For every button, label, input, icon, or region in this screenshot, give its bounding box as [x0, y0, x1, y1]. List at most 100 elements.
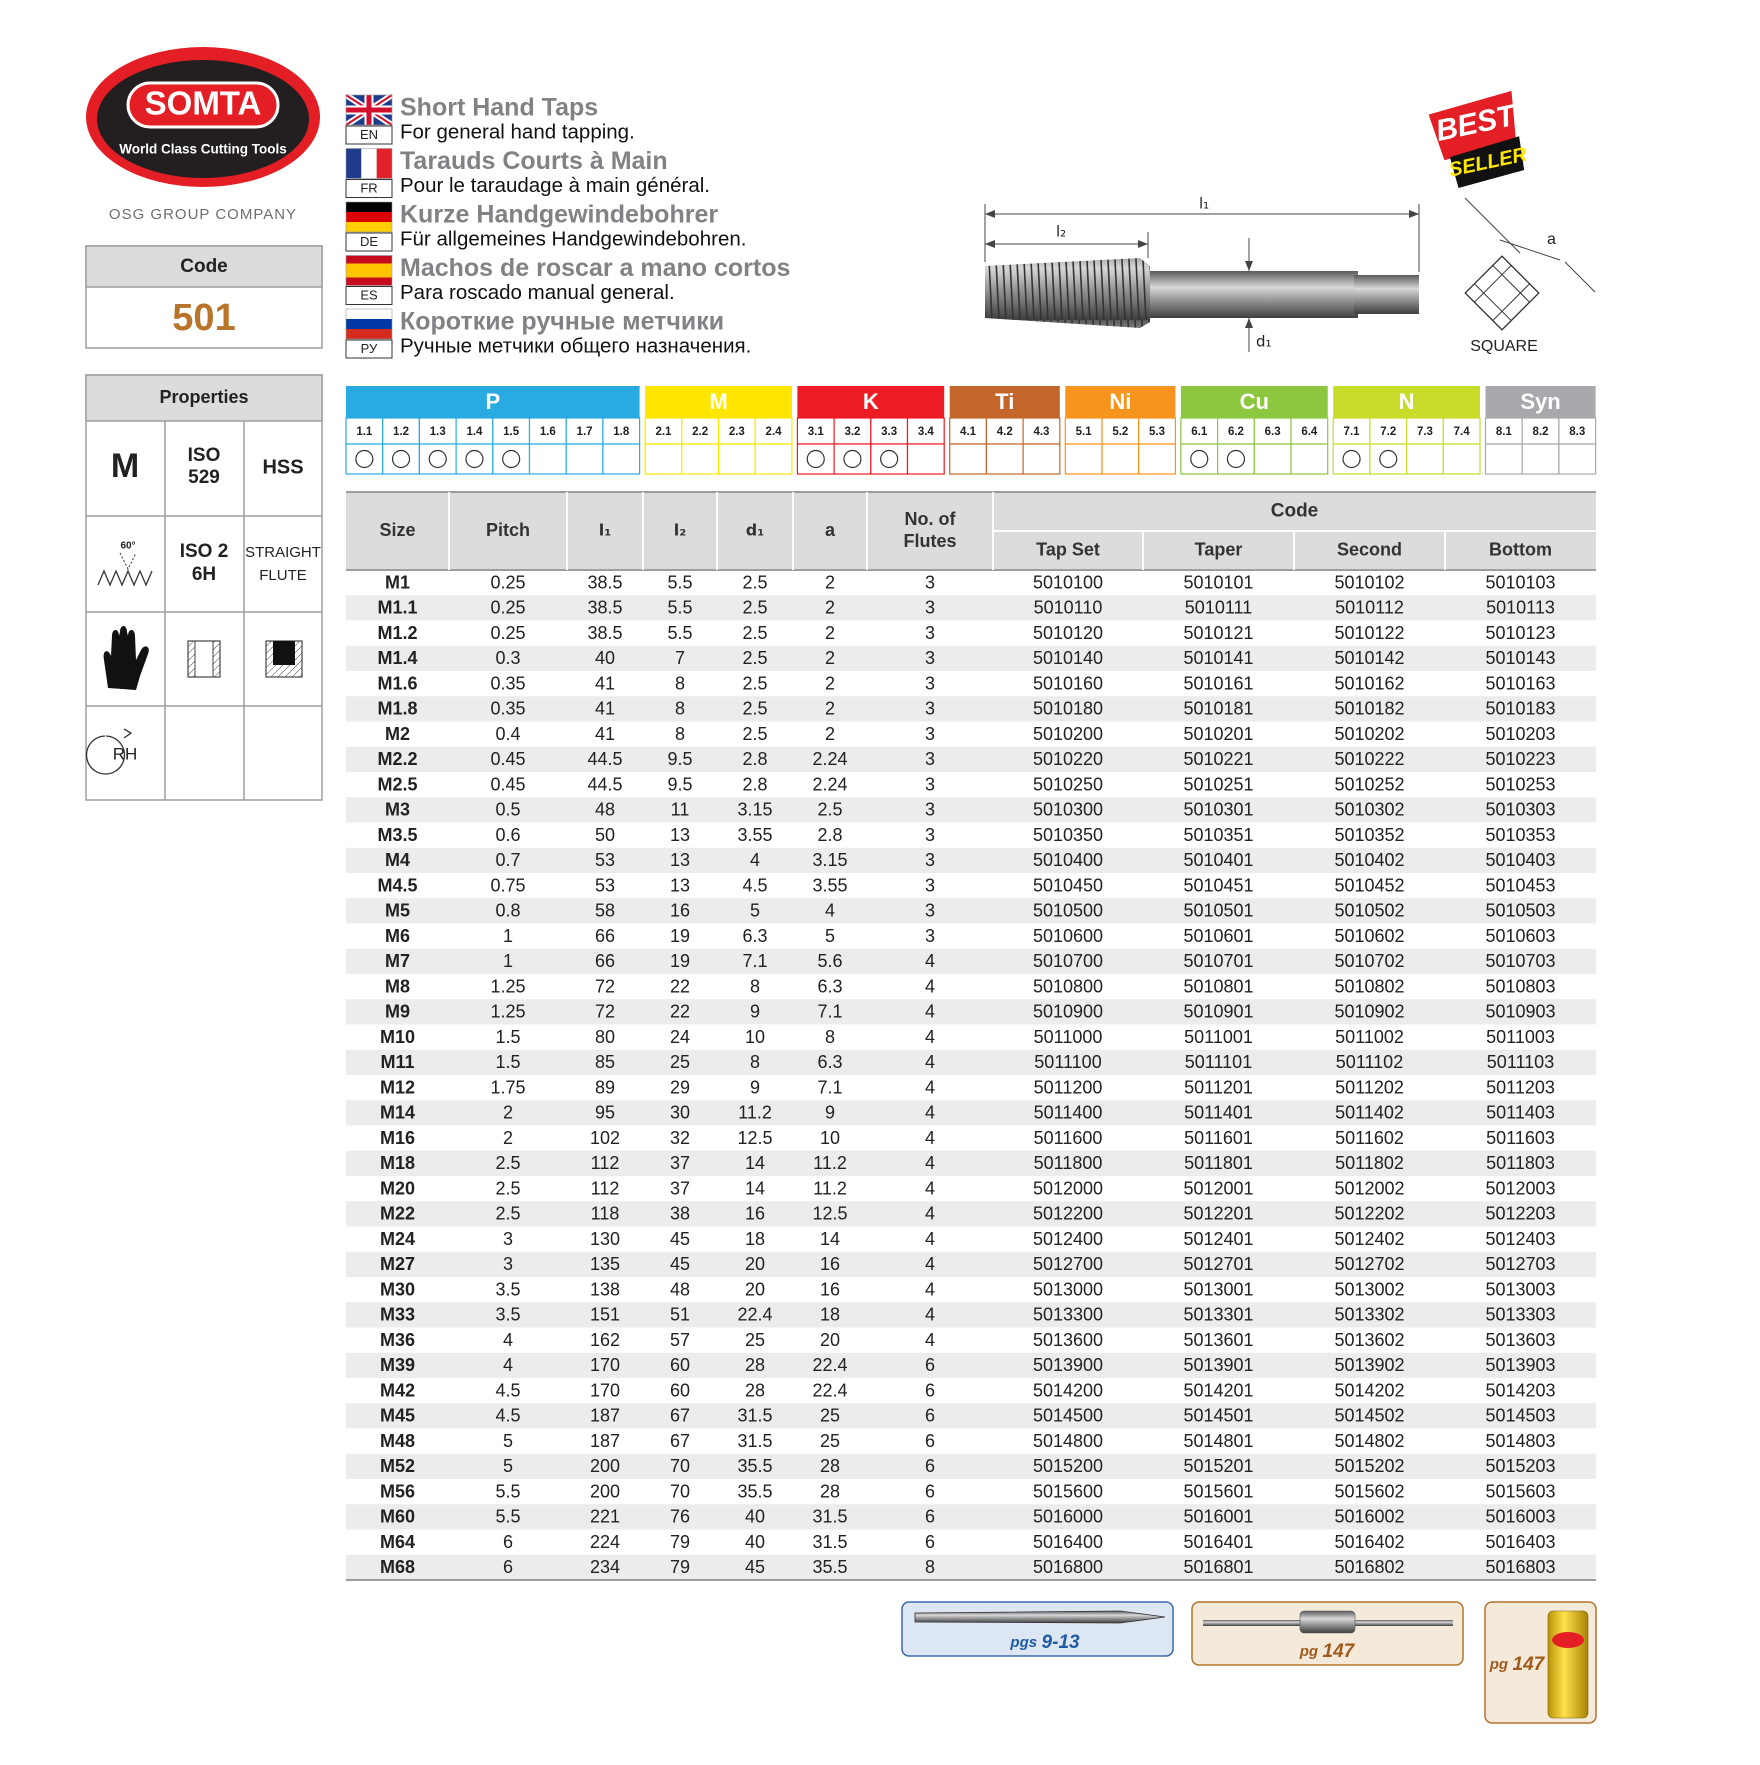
table-cell: 5011103	[1487, 1052, 1554, 1072]
material-sub-cell	[1138, 417, 1176, 445]
material-mark-cell	[1022, 443, 1061, 475]
code-header	[85, 245, 323, 288]
table-cell: 5010223	[1485, 749, 1555, 769]
table-cell: 0.6	[495, 825, 520, 845]
table-cell: 19	[670, 951, 690, 971]
table-cell: 13	[670, 850, 690, 870]
table-cell: 5010140	[1033, 648, 1103, 668]
table-cell: 5011800	[1034, 1153, 1103, 1173]
material-sub-label: 2.4	[766, 426, 783, 438]
row-stripe	[346, 847, 1596, 873]
related-products: pgs 9-13 pg 147 pg 147	[901, 1601, 1597, 1724]
table-cell: 6	[503, 1532, 513, 1552]
table-cell: 70	[670, 1456, 690, 1476]
table-cell: 5	[503, 1456, 513, 1476]
table-cell: 5012403	[1485, 1229, 1555, 1249]
table-cell: 2.8	[817, 825, 842, 845]
table-cell: 16	[820, 1254, 840, 1274]
table-cell: 38.5	[587, 598, 622, 618]
size-cell: M60	[380, 1507, 415, 1527]
flag-stripe	[346, 148, 362, 179]
table-cell: 5014801	[1183, 1431, 1253, 1451]
table-cell: 5010163	[1485, 673, 1555, 693]
flag-border	[345, 255, 393, 286]
table-cell: 5015601	[1183, 1481, 1253, 1501]
table-cell: 187	[590, 1431, 620, 1451]
row-stripe	[346, 1504, 1596, 1530]
table-cell: 5011003	[1486, 1027, 1555, 1047]
table-cell: 5010100	[1033, 572, 1103, 592]
column-header: Taper	[1195, 539, 1243, 559]
table-cell: 3	[503, 1254, 513, 1274]
table-cell: 11.2	[813, 1178, 847, 1198]
table-cell: 5010503	[1485, 901, 1555, 921]
material-sub-label: 7.2	[1380, 426, 1396, 438]
logo-brand: SOMTA	[145, 85, 262, 122]
tolerance: 6H	[192, 564, 216, 585]
table-cell: 4	[925, 1229, 935, 1249]
material-suitability: P1.1 1.2 1.3 1.4 1.5 1.6 1.7 1.8M2.1 2.2 2.3 2.4K3…	[345, 386, 1597, 475]
table-cell: 5012400	[1033, 1229, 1103, 1249]
table-cell: 0.45	[490, 774, 525, 794]
material-sub-label: 8.3	[1569, 426, 1585, 438]
table-cell: 9	[750, 1077, 760, 1097]
suitability-mark	[880, 449, 899, 469]
table-cell: 8	[675, 673, 685, 693]
material-mark-cell	[949, 443, 988, 475]
table-cell: 170	[590, 1380, 620, 1400]
table-cell: 14	[820, 1229, 840, 1249]
size-cell: M2.2	[377, 749, 417, 769]
material-mark-cell	[1442, 443, 1481, 475]
wrench-ref-box[interactable]	[1191, 1601, 1464, 1666]
table-cell: 57	[670, 1330, 690, 1350]
table-cell: 5010200	[1033, 724, 1103, 744]
table-cell: 24	[670, 1027, 690, 1047]
language-subtitle: Para roscado manual general.	[400, 281, 675, 304]
table-cell: 5012002	[1334, 1178, 1404, 1198]
table-cell: 4	[925, 1204, 935, 1224]
l1-label: l₁	[1199, 195, 1209, 213]
table-cell: 8	[750, 976, 760, 996]
table-cell: 5013300	[1033, 1305, 1103, 1325]
table-cell: 5010601	[1183, 926, 1253, 946]
material-group-header	[1485, 386, 1596, 418]
material-group-name: N	[1399, 389, 1415, 414]
table-cell: 5.6	[817, 951, 842, 971]
flag-stripe	[346, 263, 392, 278]
table-cell: 6	[925, 1481, 935, 1501]
language-code-box	[345, 339, 393, 359]
material-mark-cell	[1484, 443, 1523, 475]
table-cell: 3	[925, 901, 935, 921]
table-cell: 6	[925, 1355, 935, 1375]
table-cell: 118	[591, 1204, 620, 1224]
badge-red	[1428, 90, 1517, 161]
table-cell: 0.8	[495, 901, 520, 921]
material-group-name: Ni	[1109, 389, 1131, 414]
table-cell: 151	[590, 1305, 620, 1325]
table-cell: 2.8	[742, 749, 767, 769]
language-code-box	[345, 179, 393, 198]
table-cell: 5.5	[667, 598, 692, 618]
table-cell: 5010251	[1183, 774, 1253, 794]
size-cell: M12	[380, 1077, 415, 1097]
material-sub-label: 5.2	[1112, 426, 1128, 438]
table-cell: 5010703	[1485, 951, 1555, 971]
table-cell: 8	[675, 724, 685, 744]
table-cell: 2.5	[742, 724, 767, 744]
a-dim	[1499, 239, 1561, 261]
table-cell: 6	[925, 1532, 935, 1552]
material-mark-cell	[717, 443, 756, 475]
material-sub-label: 5.1	[1076, 426, 1093, 438]
table-cell: 70	[670, 1481, 690, 1501]
material-mark-cell	[833, 443, 872, 475]
column-header: Second	[1337, 539, 1402, 559]
table-cell: 5010452	[1334, 875, 1404, 895]
table-cell: 5013900	[1033, 1355, 1103, 1375]
material-sub-label: 2.3	[729, 426, 745, 438]
table-cell: 5012201	[1183, 1204, 1253, 1224]
flag-cross	[346, 95, 392, 125]
flag-border	[345, 94, 393, 126]
size-cell: M42	[380, 1380, 415, 1400]
table-cell: 5016001	[1183, 1507, 1253, 1527]
